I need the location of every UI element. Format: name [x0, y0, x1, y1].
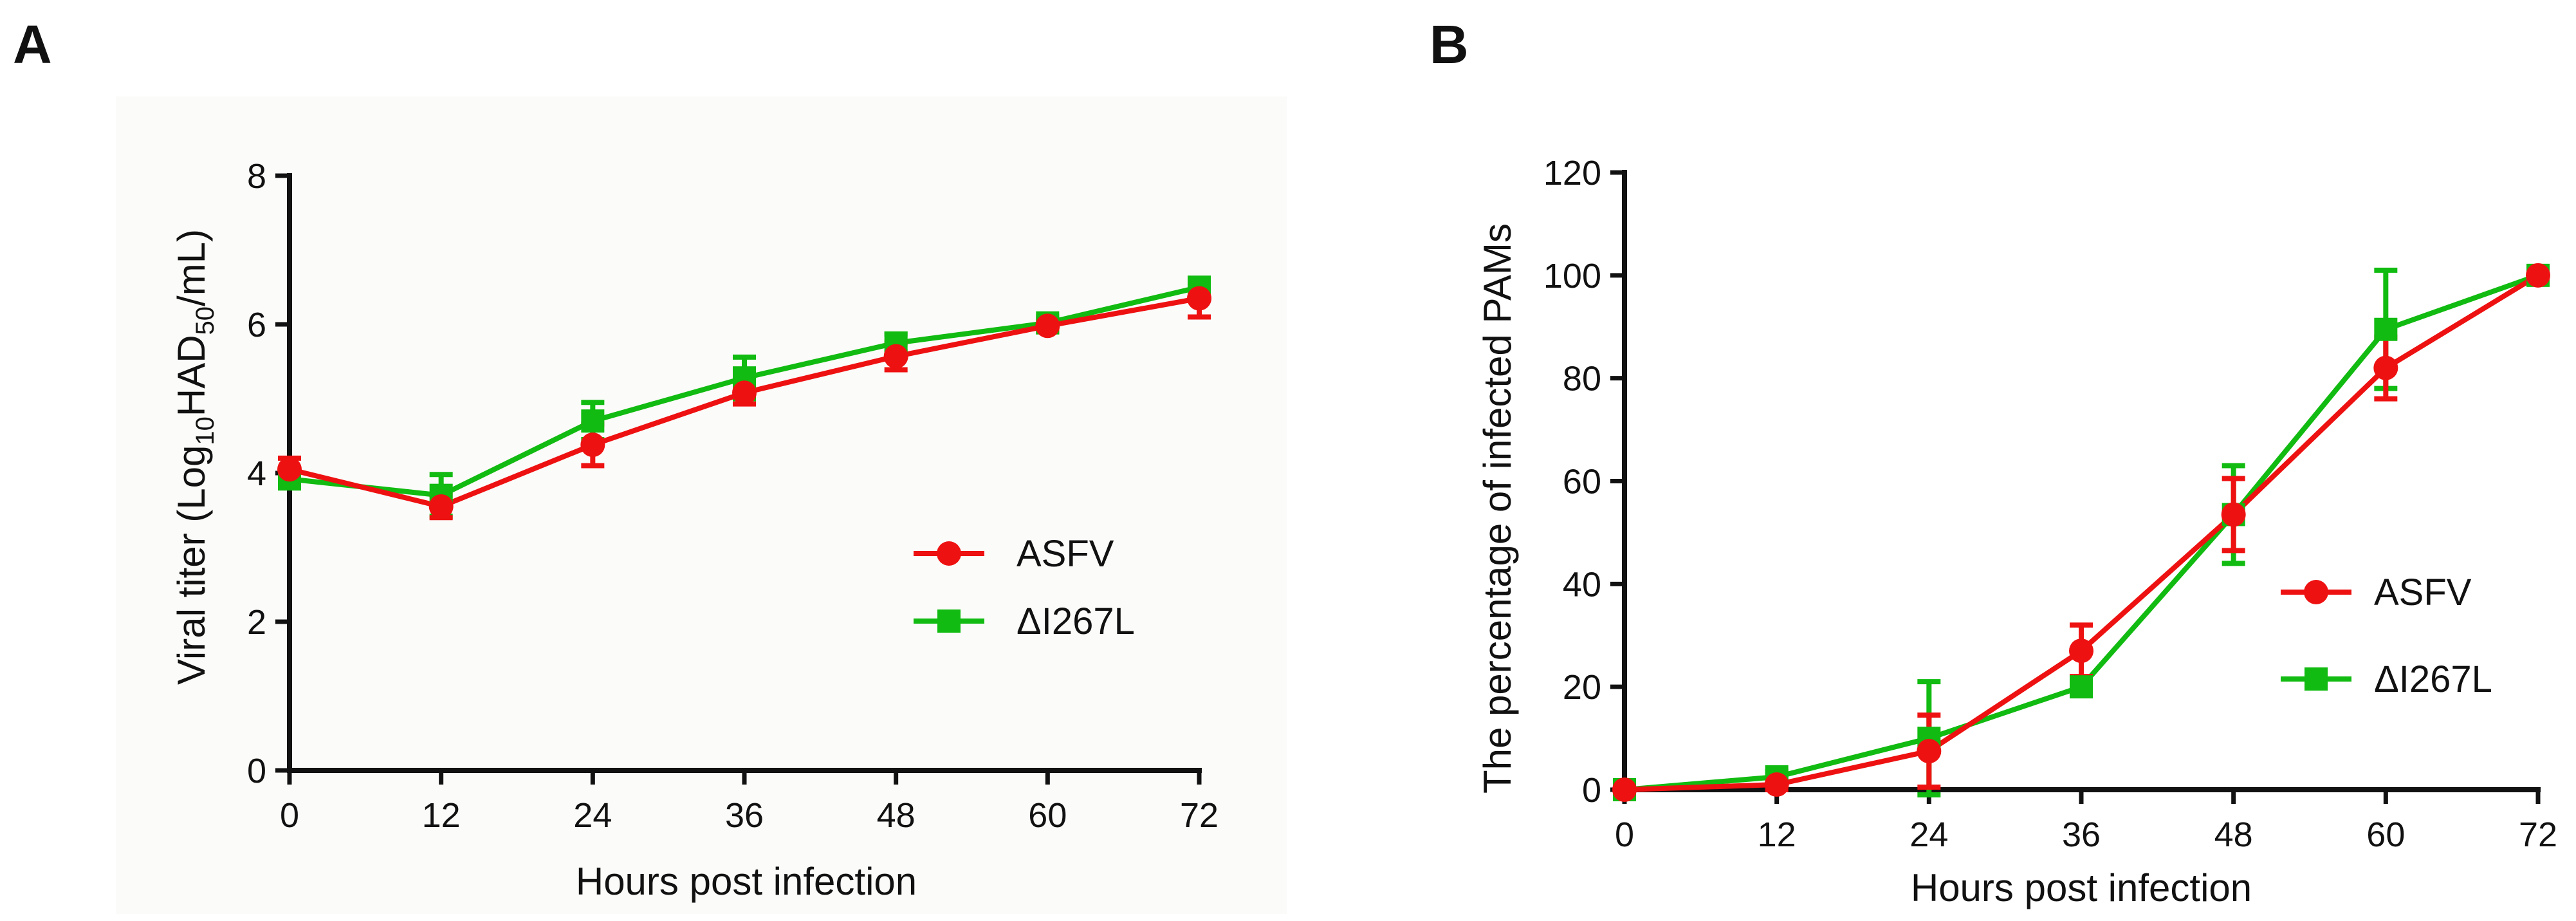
- panel-a-y-title-pre: Viral titer (Log: [170, 445, 213, 685]
- panel-b-mutant-point: [2070, 675, 2093, 699]
- panel-b-legend-mutant-label: ΔI267L: [2374, 658, 2492, 700]
- panel-b-y-tick-label: 60: [1563, 463, 1601, 501]
- panel-a-x-tick-label: 48: [877, 796, 915, 835]
- panel-a-asfv-point: [1035, 313, 1060, 339]
- panel-b-label: B: [1430, 14, 1469, 75]
- panel-a-asfv-point: [732, 380, 757, 405]
- panel-b-x-tick-label: 24: [1909, 815, 1948, 854]
- panel-a-x-tick-label: 36: [725, 796, 764, 835]
- panel-a-x-tick-label: 60: [1028, 796, 1067, 835]
- panel-b-asfv-point: [1764, 772, 1789, 797]
- panel-b-y-tick-label: 20: [1563, 668, 1601, 707]
- panel-b-y-tick-label: 80: [1563, 360, 1601, 398]
- panel-a-legend-mutant-marker: [937, 609, 961, 633]
- panel-a-x-tick-label: 72: [1180, 796, 1219, 835]
- panel-a-asfv-point: [277, 457, 302, 482]
- panel-a-y-tick-label: 0: [247, 752, 266, 790]
- panel-a-x-tick-label: 12: [422, 796, 461, 835]
- panel-a-y-tick-label: 6: [247, 306, 266, 344]
- panel-b-asfv-point: [2069, 638, 2093, 664]
- panel-a-legend-mutant-label: ΔI267L: [1017, 600, 1135, 642]
- panel-b-asfv-point: [2526, 263, 2550, 288]
- panel-b-asfv-point: [2373, 355, 2398, 380]
- panel-b-y-tick-label: 120: [1543, 154, 1601, 192]
- panel-b-asfv-point: [1612, 777, 1637, 802]
- panel-a-y-axis-title: Viral titer (Log10HAD50/mL): [170, 229, 219, 685]
- panel-a-asfv-point: [428, 494, 454, 519]
- panel-a-y-tick-label: 2: [247, 603, 266, 642]
- panel-a-asfv-point: [883, 344, 908, 369]
- panel-a-x-tick-label: 0: [280, 796, 299, 835]
- panel-b-legend-mutant-marker: [2305, 667, 2328, 691]
- panel-a-x-axis-title: Hours post infection: [576, 860, 917, 903]
- panel-b-y-tick-label: 0: [1582, 771, 1601, 810]
- panel-b-y-tick-label: 100: [1543, 257, 1601, 295]
- panel-b-x-tick-label: 60: [2366, 815, 2405, 854]
- panel-a-mutant-point: [581, 409, 605, 433]
- panel-b-x-axis-title: Hours post infection: [1911, 866, 2252, 909]
- panel-a-legend-asfv-marker: [937, 541, 961, 566]
- panel-b-x-tick-label: 48: [2214, 815, 2253, 854]
- panel-b-asfv-series-line: [1624, 273, 2540, 792]
- panel-a-asfv-point: [1187, 286, 1211, 311]
- panel-a-y-title-post: /mL): [170, 229, 213, 306]
- panel-a-y-title-sub1: 10: [191, 416, 219, 445]
- panel-a-asfv-point: [580, 433, 605, 458]
- panel-a-y-title-sub2: 50: [191, 306, 219, 335]
- panel-b-y-tick-label: 40: [1563, 565, 1601, 604]
- panel-b-legend-asfv-marker: [2304, 580, 2328, 604]
- panel-a-y-tick-label: 4: [247, 454, 266, 493]
- panel-a-legend-asfv-label: ASFV: [1017, 533, 1114, 575]
- panel-b-mutant-series-line: [1624, 273, 2539, 792]
- panel-b-background: [1415, 97, 2573, 914]
- panel-b-x-tick-label: 12: [1758, 815, 1796, 854]
- panel-b-legend-asfv-label: ASFV: [2374, 572, 2472, 613]
- panel-a-y-tick-label: 8: [247, 157, 266, 196]
- panel-a-background: [116, 97, 1287, 914]
- panel-a-y-title-mid: HAD: [170, 335, 213, 416]
- panel-b-asfv-point: [2221, 502, 2246, 527]
- panel-b-plot: 0 12 24 36 48 60 72 0 20 40 60 80 100 120 ASFV ΔI267L: [1543, 154, 2557, 854]
- panel-b-x-tick-label: 0: [1615, 815, 1634, 854]
- panel-b-x-tick-label: 36: [2062, 815, 2101, 854]
- panel-a-x-tick-label: 24: [573, 796, 612, 835]
- panel-a-label: A: [13, 14, 52, 75]
- panel-b-x-tick-label: 72: [2519, 815, 2557, 854]
- panel-b-mutant-point: [2374, 317, 2398, 341]
- panel-b-asfv-point: [1917, 739, 1942, 764]
- panel-b-y-axis-title: The percentage of infected PAMs: [1476, 223, 1519, 794]
